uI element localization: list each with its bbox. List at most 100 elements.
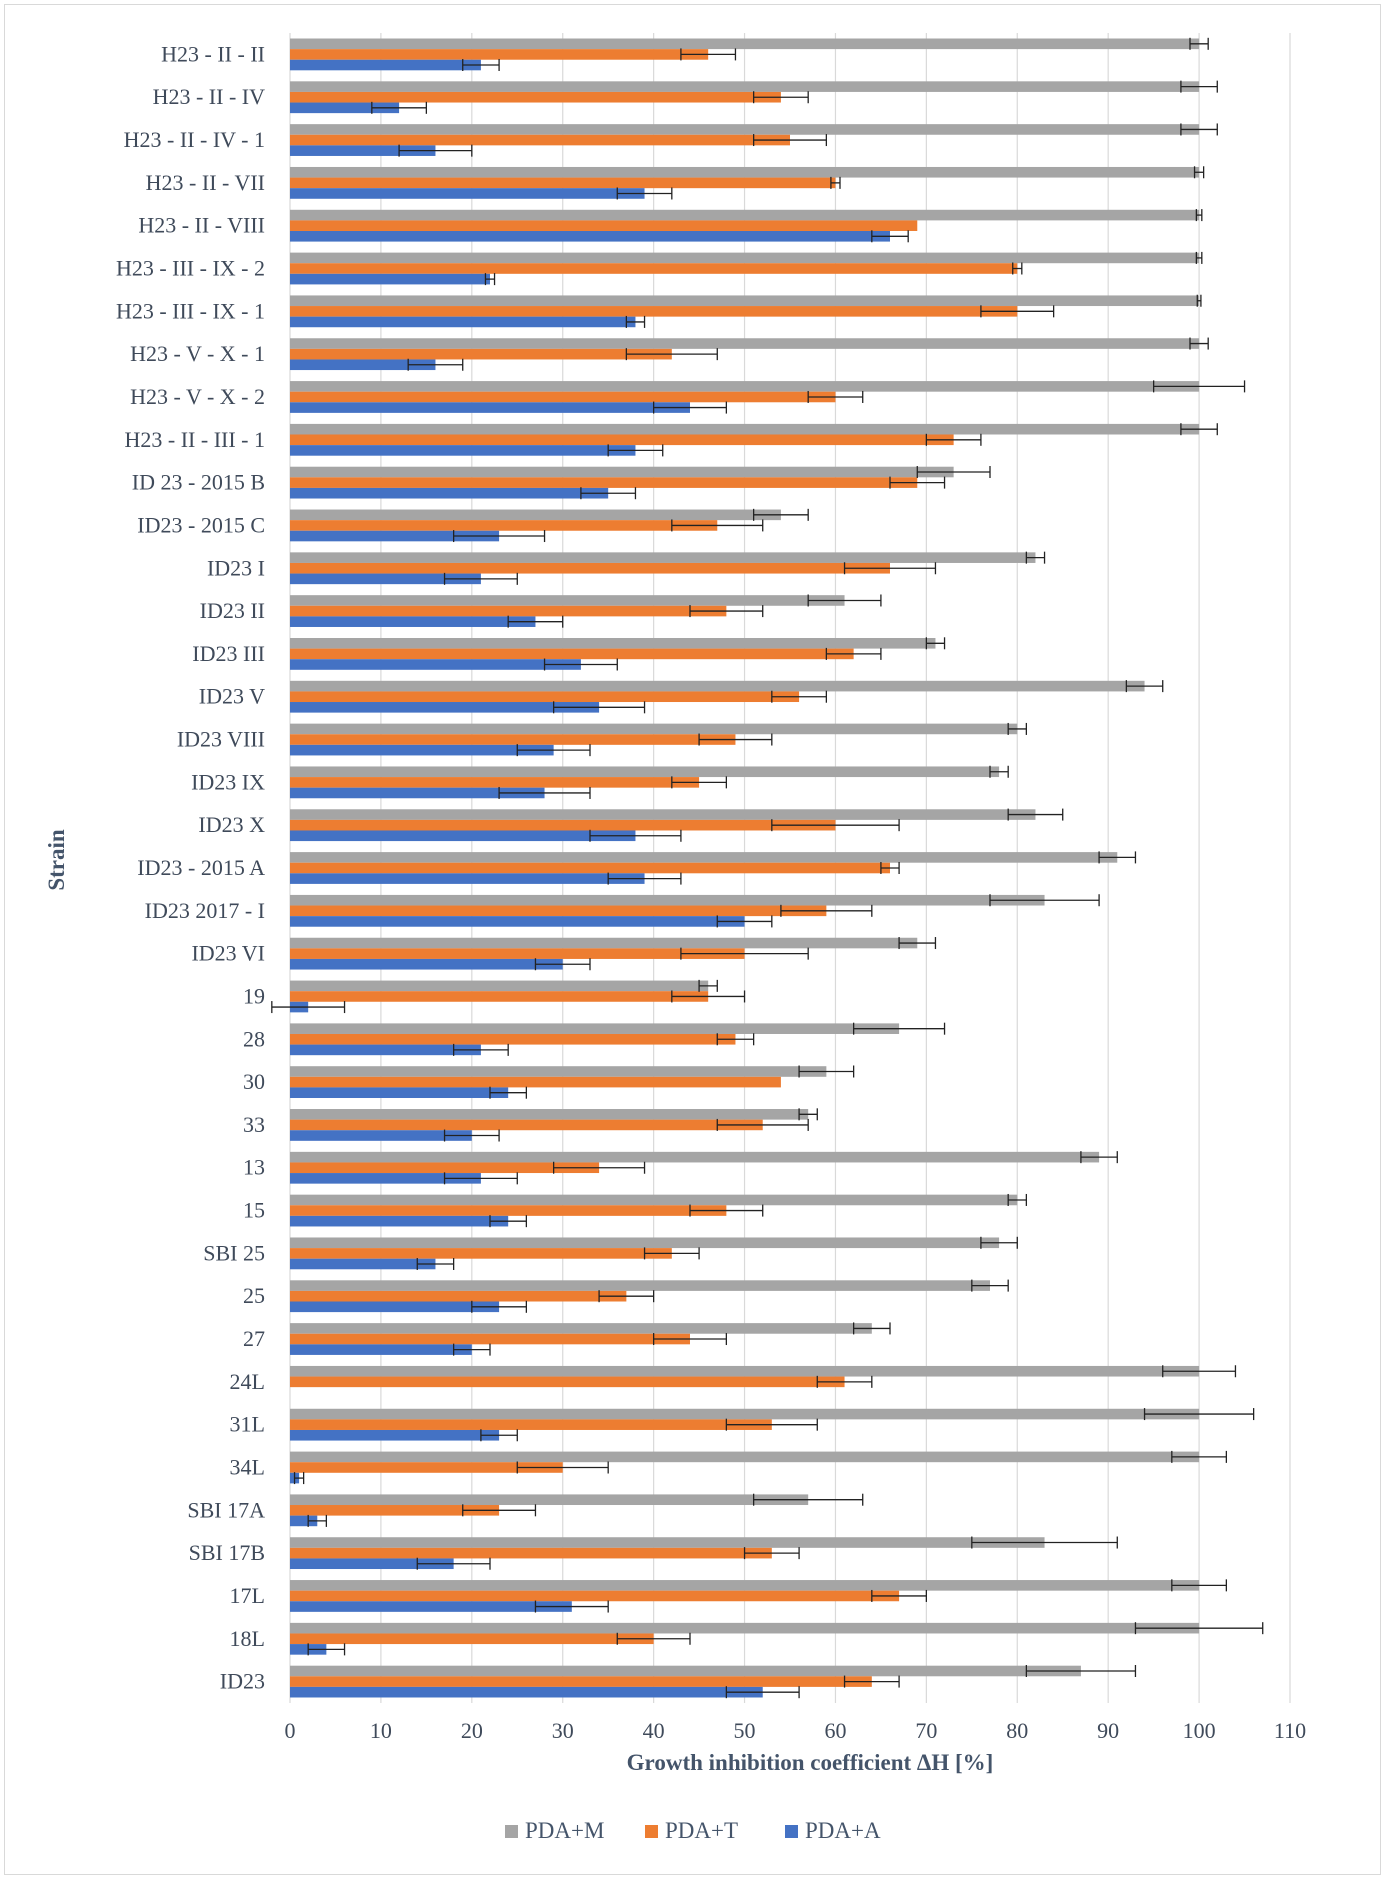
bar: [290, 423, 1200, 435]
bar: [290, 1622, 1200, 1634]
category-label: H23 - II - IV: [153, 84, 266, 109]
bars: [290, 38, 1200, 1698]
bar: [290, 316, 636, 328]
bar: [290, 1173, 481, 1184]
legend-label: PDA+T: [665, 1818, 738, 1843]
bar: [290, 1323, 872, 1334]
bar: [290, 659, 581, 670]
bar: [290, 562, 890, 574]
bar: [290, 894, 1045, 906]
category-label: ID23 X: [198, 812, 265, 837]
bar: [290, 59, 481, 71]
bar: [290, 509, 781, 521]
category-label: SBI 17A: [187, 1497, 265, 1522]
category-label: SBI 17B: [189, 1540, 265, 1565]
bar: [290, 702, 600, 713]
category-label: ID23: [220, 1669, 265, 1694]
bar: [290, 263, 1018, 274]
bar: [290, 744, 554, 756]
category-label: 25: [243, 1283, 265, 1308]
bar: [290, 1237, 1000, 1249]
bar: [290, 1494, 809, 1506]
bar: [290, 819, 836, 831]
category-label: H23 - III - IX - 1: [116, 298, 265, 323]
category-label: ID23 - 2015 C: [137, 512, 265, 537]
category-label: 19: [243, 983, 265, 1008]
bar: [290, 1590, 900, 1602]
bar: [290, 1376, 845, 1388]
bar: [290, 49, 709, 60]
category-label: H23 - V - X - 2: [130, 384, 265, 409]
bar: [290, 145, 436, 156]
bar: [290, 1408, 1200, 1420]
bar: [290, 1194, 1018, 1206]
bar: [290, 1087, 509, 1099]
bar: [290, 1076, 781, 1088]
bar: [290, 1515, 318, 1527]
bar: [290, 188, 645, 199]
bar: [290, 209, 1200, 221]
bar: [290, 348, 672, 360]
bar: [290, 477, 918, 488]
bar: [290, 166, 1200, 178]
category-label: 24L: [230, 1369, 265, 1394]
bar: [290, 573, 481, 585]
category-label: H23 - V - X - 1: [130, 341, 265, 366]
bar: [290, 595, 845, 606]
bar: [290, 1205, 727, 1216]
bar: [290, 306, 1018, 317]
bar: [290, 295, 1200, 307]
bar: [290, 391, 836, 403]
x-tick-label: 30: [552, 1718, 574, 1743]
category-label: ID23 VI: [191, 941, 265, 966]
bar: [290, 1023, 900, 1034]
category-labels: H23 - II - II H23 - II - IV H23 - II - IV …: [116, 41, 265, 1693]
bar: [290, 905, 827, 917]
bar: [290, 91, 781, 103]
bar: [290, 1333, 690, 1345]
bar: [290, 1505, 500, 1516]
bar: [290, 1429, 500, 1441]
bar: [290, 1633, 654, 1645]
bar: [290, 1344, 472, 1355]
bar: [290, 616, 536, 627]
category-label: H23 - II - III - 1: [125, 427, 266, 452]
bar: [290, 991, 709, 1002]
legend-swatch: [785, 1825, 798, 1838]
x-axis-title: Growth inhibition coefficient ΔH [%]: [627, 1750, 994, 1775]
bar: [290, 81, 1200, 92]
bar: [290, 648, 854, 660]
bar: [290, 605, 727, 617]
x-tick-label: 50: [734, 1718, 756, 1743]
legend-swatch: [645, 1825, 658, 1838]
bar: [290, 177, 836, 189]
bar: [290, 787, 545, 799]
bar: [290, 445, 636, 456]
bar: [290, 852, 1118, 863]
bar: [290, 1290, 627, 1302]
bar: [290, 1151, 1100, 1163]
category-label: 27: [243, 1326, 265, 1351]
bar: [290, 338, 1200, 349]
bar: [290, 1301, 500, 1313]
category-label: H23 - II - VIII: [138, 213, 265, 238]
bar: [290, 1130, 472, 1141]
category-label: 34L: [230, 1454, 265, 1479]
category-label: SBI 25: [203, 1240, 265, 1265]
x-tick-label: 20: [461, 1718, 483, 1743]
bar: [290, 691, 800, 703]
category-label: ID23 V: [199, 684, 265, 709]
legend-label: PDA+M: [525, 1818, 604, 1843]
category-label: 30: [243, 1069, 265, 1094]
bar: [290, 220, 918, 231]
bar: [290, 1537, 1045, 1548]
category-label: H23 - II - IV - 1: [124, 127, 265, 152]
bar: [290, 38, 1200, 50]
category-label: 28: [243, 1026, 265, 1051]
bar: [290, 1119, 763, 1131]
bar: [290, 552, 1036, 563]
x-tick-label: 90: [1097, 1718, 1119, 1743]
bar: [290, 1419, 772, 1430]
category-label: ID23 I: [207, 555, 265, 580]
